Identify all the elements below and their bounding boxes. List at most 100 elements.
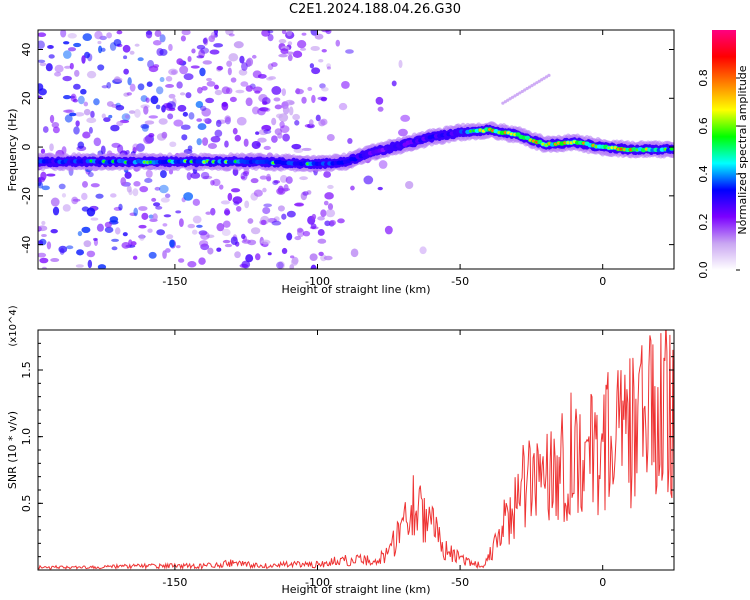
noise-speckle <box>281 213 287 220</box>
noise-speckle <box>50 229 58 234</box>
x-tick-label: -150 <box>162 576 187 589</box>
noise-speckle <box>192 198 200 206</box>
noise-speckle <box>235 206 242 212</box>
noise-speckle <box>224 115 231 122</box>
noise-speckle <box>168 93 176 99</box>
noise-speckle <box>240 175 246 180</box>
noise-speckle <box>46 241 52 250</box>
noise-speckle <box>258 107 269 112</box>
noise-speckle <box>227 67 232 76</box>
noise-speckle <box>104 221 112 228</box>
noise-speckle <box>117 144 124 154</box>
noise-speckle <box>114 227 121 235</box>
noise-speckle <box>73 42 82 48</box>
spectrogram-x-label: Height of straight line (km) <box>281 283 430 296</box>
noise-speckle <box>212 178 221 187</box>
noise-speckle <box>49 143 54 152</box>
noise-speckle <box>160 169 167 179</box>
noise-speckle <box>188 112 195 120</box>
noise-speckle <box>190 65 200 69</box>
noise-speckle <box>199 240 209 247</box>
noise-speckle <box>116 30 123 35</box>
noise-speckle <box>145 30 153 35</box>
noise-speckle <box>292 113 300 121</box>
noise-speckle <box>110 124 120 132</box>
noise-speckle <box>222 239 231 244</box>
noise-speckle <box>271 117 277 126</box>
noise-speckle <box>128 110 136 114</box>
noise-speckle <box>123 55 128 60</box>
noise-speckle <box>40 148 46 154</box>
noise-speckle <box>277 205 285 212</box>
noise-speckle <box>97 40 102 45</box>
noise-speckle <box>143 105 149 115</box>
noise-speckle <box>93 98 100 106</box>
noise-speckle <box>110 193 117 198</box>
secondary-streak-dot <box>510 95 515 99</box>
noise-speckle <box>163 214 172 218</box>
noise-speckle <box>210 179 215 186</box>
noise-speckle <box>169 141 177 148</box>
noise-speckle <box>363 175 374 185</box>
noise-speckle <box>258 129 268 136</box>
noise-speckle <box>176 58 184 65</box>
noise-speckle <box>100 47 106 52</box>
noise-speckle <box>162 223 168 227</box>
y-tick-label: 0 <box>20 144 33 151</box>
x-tick-label: -100 <box>305 275 330 288</box>
noise-speckle <box>202 60 213 65</box>
noise-speckle <box>207 143 218 149</box>
noise-speckle <box>400 114 411 122</box>
noise-speckle <box>317 216 325 221</box>
noise-speckle <box>168 43 173 52</box>
noise-speckle <box>323 255 333 261</box>
noise-speckle <box>132 255 138 260</box>
noise-speckle <box>187 56 192 62</box>
noise-speckle <box>225 30 234 36</box>
noise-speckle <box>145 169 153 178</box>
noise-speckle <box>203 118 209 122</box>
noise-speckle <box>294 119 300 126</box>
colorbar-tick-label: 0.0 <box>697 261 710 279</box>
snr-series-line <box>38 330 674 570</box>
noise-speckle <box>288 106 294 116</box>
noise-speckle <box>234 134 242 142</box>
noise-speckle <box>254 90 261 94</box>
noise-speckle <box>221 102 228 107</box>
noise-speckle <box>176 81 183 89</box>
noise-speckle <box>148 115 159 119</box>
noise-speckle <box>175 245 181 249</box>
noise-speckle <box>397 128 408 137</box>
noise-speckle <box>143 135 154 145</box>
spectrogram-ridge <box>38 73 674 173</box>
noise-speckle <box>287 41 293 46</box>
noise-speckle <box>232 196 243 204</box>
noise-speckle <box>148 133 155 138</box>
noise-speckle <box>302 191 309 196</box>
noise-speckle <box>350 185 355 191</box>
noise-speckle <box>311 67 321 75</box>
noise-speckle <box>205 211 212 215</box>
noise-speckle <box>145 97 150 103</box>
noise-speckle <box>256 142 261 147</box>
noise-speckle <box>196 44 206 50</box>
noise-speckle <box>42 126 49 133</box>
noise-speckle <box>111 238 119 242</box>
noise-speckle <box>124 171 132 179</box>
noise-speckle <box>179 65 189 75</box>
noise-speckle <box>205 97 215 104</box>
y-tick-label: 0.5 <box>20 495 33 513</box>
noise-speckle <box>148 65 159 73</box>
noise-speckle <box>191 48 196 54</box>
noise-speckle <box>384 225 393 235</box>
noise-speckle <box>263 203 273 208</box>
noise-speckle <box>38 252 47 258</box>
noise-speckle <box>198 257 206 265</box>
noise-speckle <box>154 30 162 38</box>
noise-speckle <box>323 200 329 206</box>
noise-speckle <box>139 185 149 193</box>
noise-speckle <box>127 77 132 86</box>
noise-speckle <box>132 143 139 151</box>
noise-speckle <box>196 224 203 228</box>
noise-speckle <box>284 99 295 106</box>
